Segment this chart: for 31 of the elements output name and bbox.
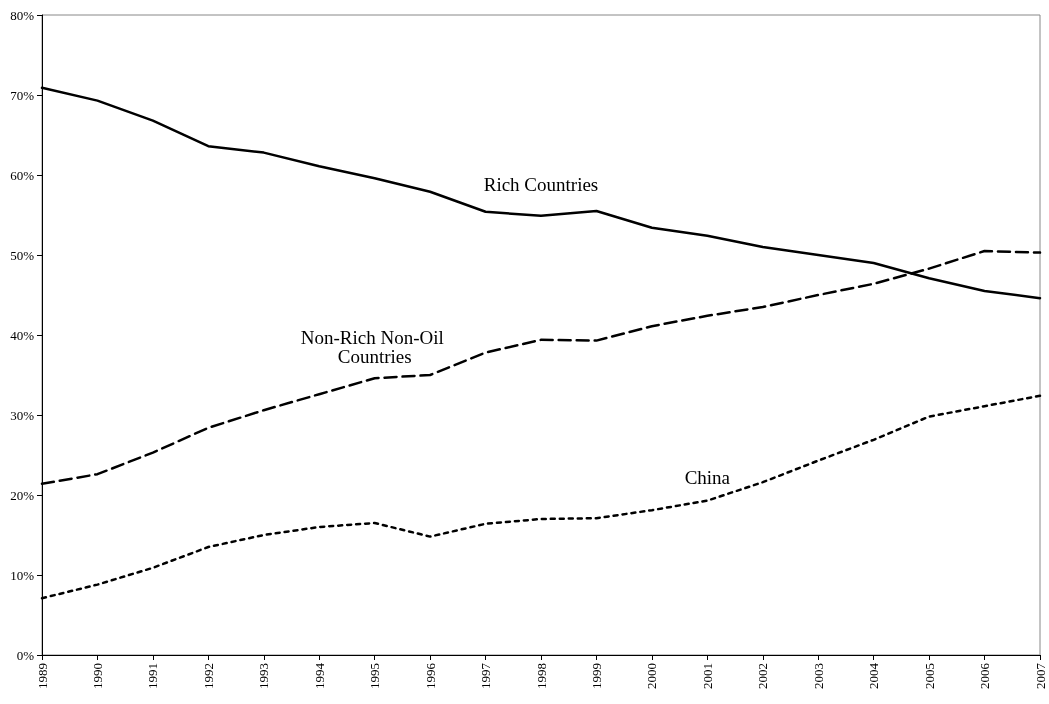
x-tick-label: 2002 (755, 663, 771, 689)
y-tick-label: 50% (10, 247, 35, 263)
x-tick-label: 1998 (533, 663, 549, 689)
y-tick-label: 60% (10, 167, 35, 183)
y-tick-label: 0% (16, 647, 35, 663)
y-tick-label: 40% (10, 327, 35, 343)
x-tick-label: 1999 (588, 663, 604, 689)
x-tick-label: 1992 (200, 663, 216, 689)
series-label: Rich Countries (483, 173, 599, 195)
x-tick-label: 2003 (810, 663, 826, 689)
series-label: Non-Rich Non-Oil Countries (300, 327, 449, 368)
x-tick-label: 2004 (866, 662, 882, 689)
x-tick-label: 2007 (1032, 662, 1048, 689)
y-tick-label: 20% (10, 487, 35, 503)
x-tick-label: 2006 (977, 662, 993, 689)
x-tick-label: 1990 (89, 663, 105, 689)
x-tick-label: 2000 (644, 663, 660, 689)
y-tick-label: 30% (10, 407, 35, 423)
x-tick-label: 1996 (422, 662, 438, 689)
x-tick-label: 1993 (256, 663, 272, 689)
y-tick-label: 10% (10, 567, 35, 583)
x-tick-label: 1991 (145, 663, 161, 689)
x-tick-label: 2005 (921, 663, 937, 689)
x-tick-label: 1997 (478, 662, 494, 689)
y-tick-label: 70% (10, 87, 35, 103)
x-tick-label: 2001 (699, 663, 715, 689)
x-tick-label: 1994 (311, 662, 327, 689)
y-tick-label: 80% (10, 7, 35, 23)
x-tick-label: 1995 (367, 663, 383, 689)
series-label: China (684, 466, 731, 488)
x-tick-label: 1989 (34, 663, 50, 689)
